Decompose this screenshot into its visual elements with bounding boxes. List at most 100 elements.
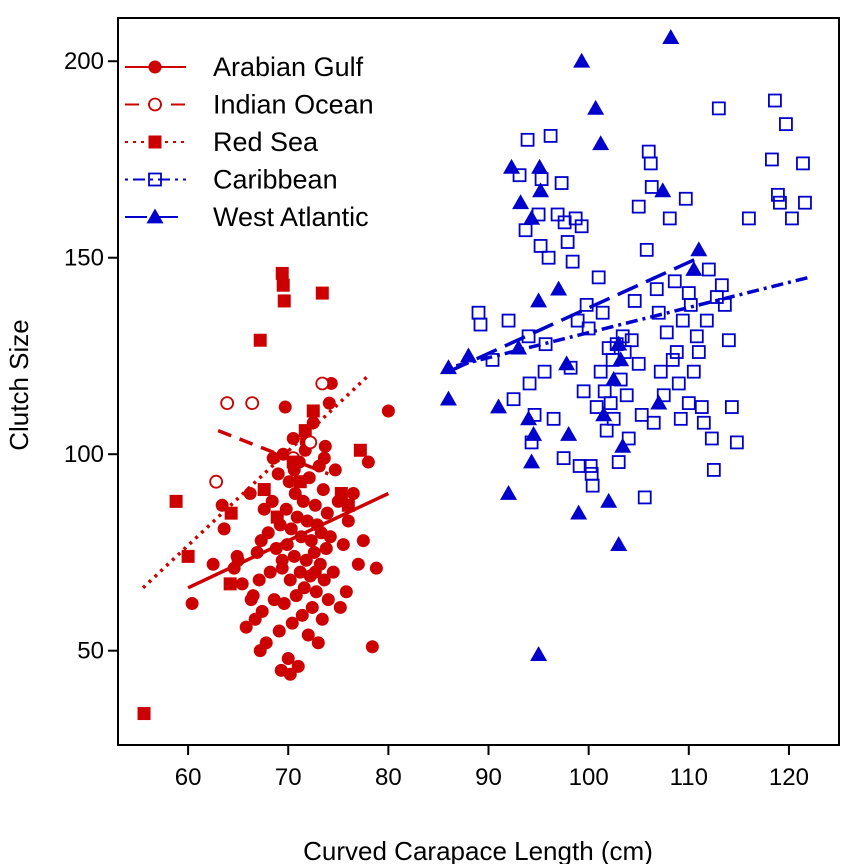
data-point xyxy=(169,494,183,508)
x-tick-label: 70 xyxy=(275,764,302,791)
series-caribbean xyxy=(471,93,812,505)
data-point xyxy=(217,522,231,536)
data-point xyxy=(591,270,606,285)
data-point xyxy=(510,339,528,355)
data-point xyxy=(266,451,280,465)
data-point xyxy=(523,453,541,469)
x-tick-label: 120 xyxy=(769,764,809,791)
data-point xyxy=(599,423,614,438)
data-point xyxy=(617,345,632,359)
data-point xyxy=(579,297,594,312)
data-point xyxy=(303,435,318,450)
data-point xyxy=(741,211,756,226)
series-red-sea xyxy=(137,266,367,721)
x-tick-label: 90 xyxy=(475,764,502,791)
legend-item: Red Sea xyxy=(125,127,319,157)
data-point xyxy=(673,411,688,426)
data-point xyxy=(558,355,576,371)
series-west-atlantic xyxy=(439,29,708,661)
fit-line-red-sea xyxy=(141,374,370,590)
data-point xyxy=(639,242,654,257)
data-point xyxy=(220,396,235,411)
data-point xyxy=(485,352,500,367)
data-point xyxy=(556,451,571,466)
data-point xyxy=(269,542,283,556)
data-point xyxy=(683,297,698,312)
data-point xyxy=(531,158,549,174)
data-point xyxy=(637,490,652,505)
data-point xyxy=(439,390,457,406)
data-point xyxy=(307,545,321,559)
data-point xyxy=(581,321,596,336)
data-point xyxy=(287,549,301,563)
data-point xyxy=(308,565,322,579)
data-point xyxy=(729,435,744,450)
data-point xyxy=(627,294,642,308)
data-point xyxy=(276,278,290,292)
data-point xyxy=(322,396,336,410)
data-point xyxy=(585,478,600,493)
data-point xyxy=(701,262,716,277)
data-point xyxy=(768,93,782,108)
data-point xyxy=(662,29,680,45)
data-point xyxy=(308,498,322,512)
series-arabian-gulf xyxy=(185,376,395,681)
data-point xyxy=(798,195,812,210)
plot-frame xyxy=(117,17,840,746)
data-point xyxy=(612,351,630,367)
data-point xyxy=(235,577,249,591)
data-point xyxy=(291,659,305,673)
data-point xyxy=(659,325,674,340)
data-point xyxy=(250,545,264,559)
data-point xyxy=(530,646,548,661)
series-indian-ocean xyxy=(209,376,330,489)
legend-label: Arabian Gulf xyxy=(213,52,364,82)
legend-marker xyxy=(148,172,162,187)
data-point xyxy=(293,475,307,489)
data-point xyxy=(574,219,589,234)
data-point xyxy=(275,553,289,567)
y-tick-label: 200 xyxy=(64,48,104,75)
data-point xyxy=(696,415,711,430)
data-point xyxy=(651,305,666,320)
data-point xyxy=(686,364,701,379)
data-point xyxy=(644,180,659,194)
data-point xyxy=(724,400,739,414)
data-point xyxy=(503,158,521,174)
data-point xyxy=(223,577,237,591)
data-point xyxy=(506,392,521,407)
data-point xyxy=(533,239,548,253)
data-point xyxy=(334,486,348,500)
data-point xyxy=(473,317,488,332)
data-point xyxy=(286,431,300,445)
data-point xyxy=(301,628,315,642)
data-point xyxy=(667,274,682,289)
data-point xyxy=(285,616,299,630)
data-point xyxy=(534,172,549,187)
data-point xyxy=(341,498,355,512)
data-point xyxy=(277,597,291,611)
data-point xyxy=(523,209,541,225)
data-point xyxy=(361,455,375,469)
data-point xyxy=(490,398,508,414)
data-point xyxy=(610,335,628,351)
data-point xyxy=(600,492,618,508)
data-point xyxy=(261,526,275,540)
data-point xyxy=(538,337,553,352)
data-point xyxy=(286,455,300,469)
data-point xyxy=(341,514,355,528)
data-point xyxy=(288,486,302,500)
data-point xyxy=(245,396,260,411)
data-point xyxy=(321,593,335,607)
data-point xyxy=(704,431,719,446)
data-point xyxy=(293,565,307,579)
data-point xyxy=(336,538,350,552)
data-point xyxy=(283,667,297,681)
data-point xyxy=(532,182,550,198)
data-point xyxy=(520,132,535,147)
data-point xyxy=(181,549,195,563)
data-point xyxy=(643,156,658,171)
data-point xyxy=(381,404,395,418)
legend-label: Caribbean xyxy=(213,165,338,195)
